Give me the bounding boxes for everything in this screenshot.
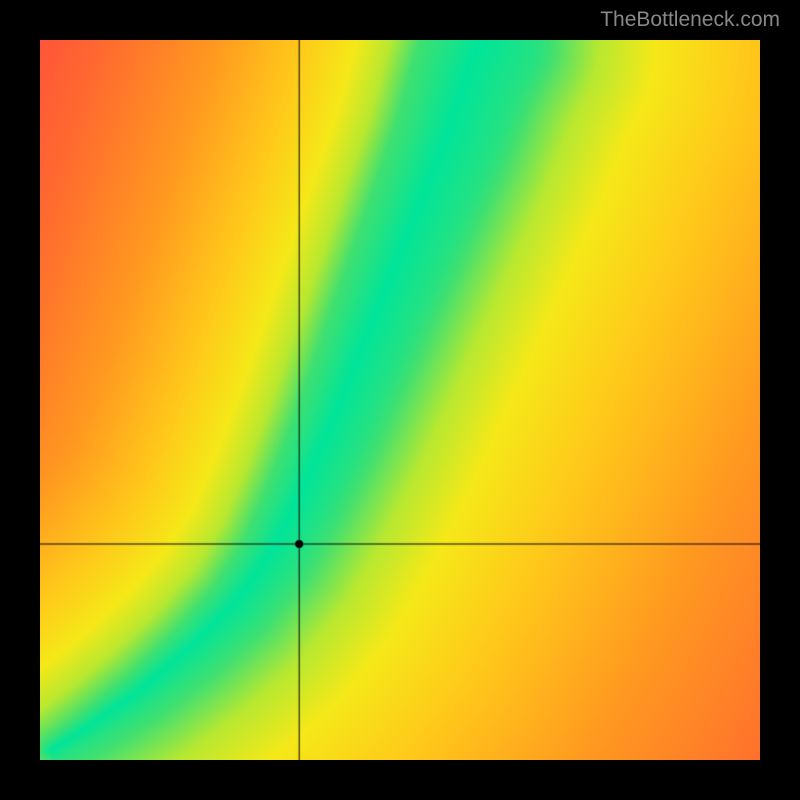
heatmap-canvas xyxy=(40,40,760,760)
watermark-text: TheBottleneck.com xyxy=(600,8,780,32)
heatmap-chart xyxy=(40,40,760,760)
